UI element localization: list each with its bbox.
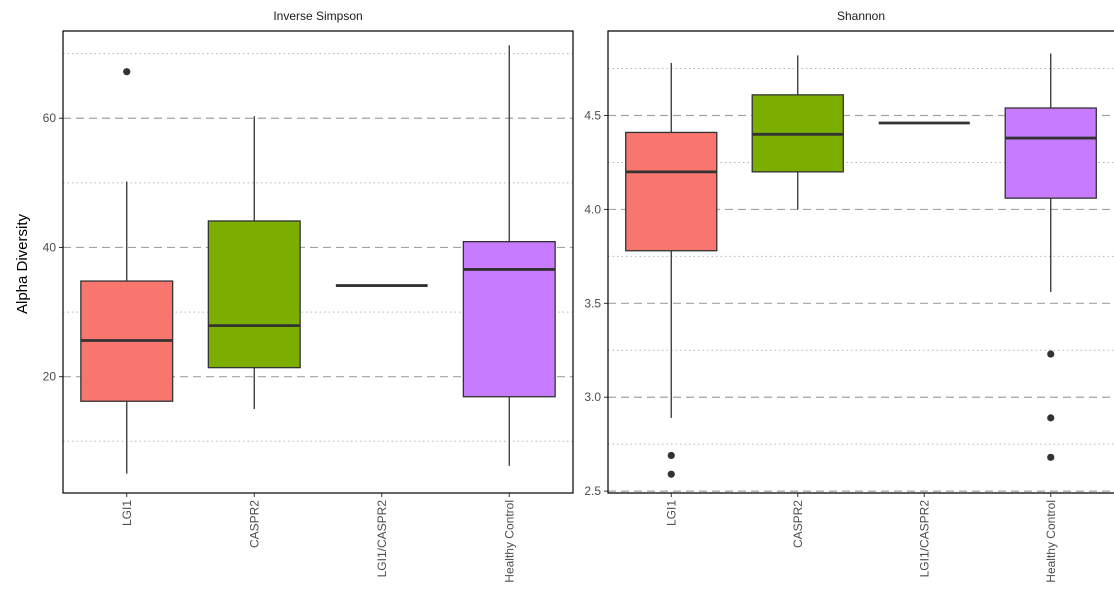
panel-title: Inverse Simpson — [273, 9, 362, 23]
outlier-point — [1047, 414, 1055, 422]
interquartile-box — [207, 220, 301, 369]
x-tick-label: CASPR2 — [247, 500, 261, 548]
y-tick-label: 3.0 — [584, 390, 601, 404]
x-tick-label: LGI1 — [120, 500, 134, 526]
x-tick-label: CASPR2 — [791, 500, 805, 548]
y-tick-label: 60 — [43, 111, 57, 125]
box-healthy-control — [1004, 53, 1097, 461]
x-tick-label: LGI1/CASPR2 — [917, 500, 931, 578]
outlier-point — [1047, 350, 1055, 358]
box-healthy-control — [462, 45, 556, 466]
box-caspr2 — [751, 55, 844, 210]
y-tick-label: 4.0 — [584, 202, 601, 216]
y-tick-label: 40 — [43, 240, 57, 254]
x-tick-label: Healthy Control — [502, 500, 516, 583]
panel-shannon: Shannon 2.5 3.0 3.5 4.0 4.5 LGI1 CASPR2 LGI1/CAS… — [584, 9, 1114, 583]
box-lgi1 — [80, 68, 174, 474]
y-tick-label: 3.5 — [584, 296, 601, 310]
panel-title: Shannon — [837, 9, 885, 23]
interquartile-box — [462, 240, 556, 398]
y-tick-label: 20 — [43, 370, 57, 384]
x-tick-label: LGI1 — [664, 500, 678, 526]
y-tick-label: 4.5 — [584, 109, 601, 123]
panel-frame — [607, 30, 1114, 494]
outlier-point — [1047, 453, 1055, 461]
outlier-point — [667, 470, 675, 478]
box-caspr2 — [207, 116, 301, 409]
panel-frame — [62, 30, 574, 494]
box-lgi1 — [625, 62, 718, 478]
x-tick-label: Healthy Control — [1044, 500, 1058, 583]
interquartile-box — [625, 131, 718, 252]
outlier-point — [667, 451, 675, 460]
y-tick-label: 2.5 — [584, 484, 601, 498]
x-tick-label: LGI1/CASPR2 — [375, 500, 389, 578]
interquartile-box — [1004, 107, 1097, 199]
y-axis-title: Alpha Diversity — [14, 213, 31, 314]
outlier-point — [123, 68, 131, 76]
panel-inverse-simpson: Inverse Simpson 20 40 60 LGI1 CASPR2 LGI1/CASP… — [43, 9, 574, 583]
